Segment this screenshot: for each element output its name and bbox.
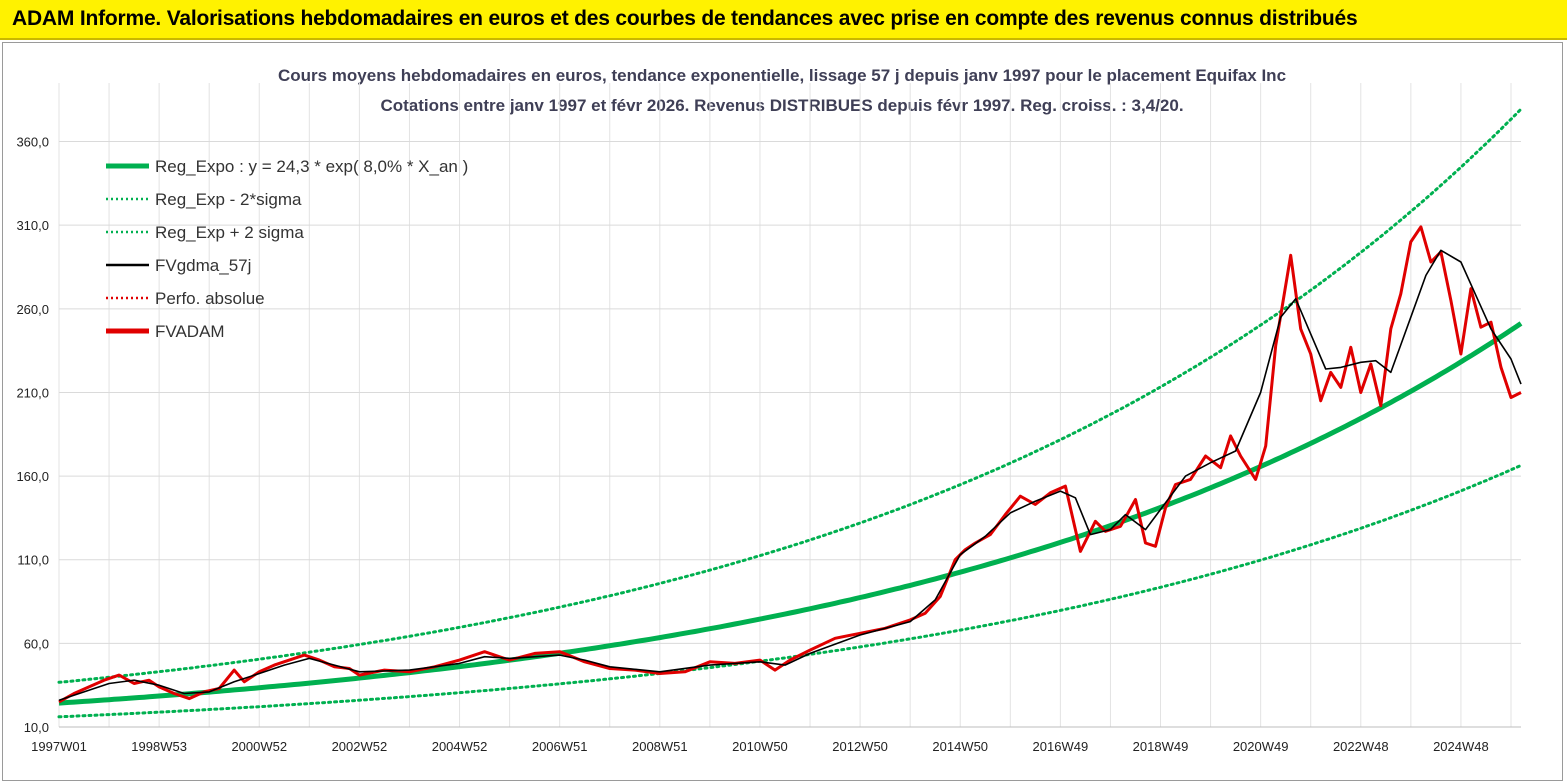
legend-label: Reg_Expo : y = 24,3 * exp( 8,0% * X_an ) [155, 157, 468, 176]
legend-label: Reg_Exp - 2*sigma [155, 190, 302, 209]
y-tick-label: 10,0 [24, 720, 49, 735]
reg-expo-line [58, 321, 1523, 706]
report-banner: ADAM Informe. Valorisations hebdomadaire… [0, 0, 1567, 40]
grid [58, 83, 1521, 728]
x-tick-label: 1997W01 [31, 739, 87, 754]
x-tick-label: 2000W52 [231, 739, 287, 754]
plot-area [57, 107, 1523, 719]
chart-frame: Cours moyens hebdomadaires en euros, ten… [2, 42, 1563, 781]
y-tick-label: 60,0 [24, 636, 49, 651]
legend-label: FVgdma_57j [155, 256, 251, 275]
x-tick-label: 2002W52 [332, 739, 388, 754]
fvadam-line [58, 225, 1522, 704]
x-tick-label: 2006W51 [532, 739, 588, 754]
reg-exp-minus-2sigma-line [57, 463, 1523, 719]
x-tick-label: 2024W48 [1433, 739, 1489, 754]
legend-label: Reg_Exp + 2 sigma [155, 223, 304, 242]
y-tick-label: 310,0 [16, 218, 49, 233]
y-tick-label: 360,0 [16, 135, 49, 150]
x-tick-label: 2008W51 [632, 739, 688, 754]
chart-title-line2: Cotations entre janv 1997 et févr 2026. … [380, 96, 1183, 115]
x-tick-label: 1998W53 [131, 739, 187, 754]
fvgdma-57j-line [58, 249, 1522, 701]
legend: Reg_Expo : y = 24,3 * exp( 8,0% * X_an )… [106, 157, 468, 341]
axis-ticks: 10,0 60,0 110,0 160,0 210,0 260,0 310,0 360,0 19… [16, 135, 1488, 754]
x-tick-label: 2020W49 [1233, 739, 1289, 754]
y-tick-label: 160,0 [16, 469, 49, 484]
x-tick-label: 2012W50 [832, 739, 888, 754]
x-tick-label: 2010W50 [732, 739, 788, 754]
x-tick-label: 2022W48 [1333, 739, 1389, 754]
chart-canvas: Cours moyens hebdomadaires en euros, ten… [16, 66, 1523, 754]
x-tick-label: 2014W50 [932, 739, 988, 754]
y-tick-label: 260,0 [16, 302, 49, 317]
report-title: ADAM Informe. Valorisations hebdomadaire… [12, 7, 1358, 30]
y-tick-label: 110,0 [17, 553, 49, 568]
reg-exp-plus-2sigma-line [57, 107, 1523, 684]
legend-label: FVADAM [155, 322, 225, 341]
x-tick-label: 2018W49 [1133, 739, 1189, 754]
y-tick-label: 210,0 [16, 385, 49, 400]
x-tick-label: 2004W52 [432, 739, 488, 754]
legend-label: Perfo. absolue [155, 289, 265, 308]
x-tick-label: 2016W49 [1033, 739, 1089, 754]
chart-title-line1: Cours moyens hebdomadaires en euros, ten… [278, 66, 1286, 85]
